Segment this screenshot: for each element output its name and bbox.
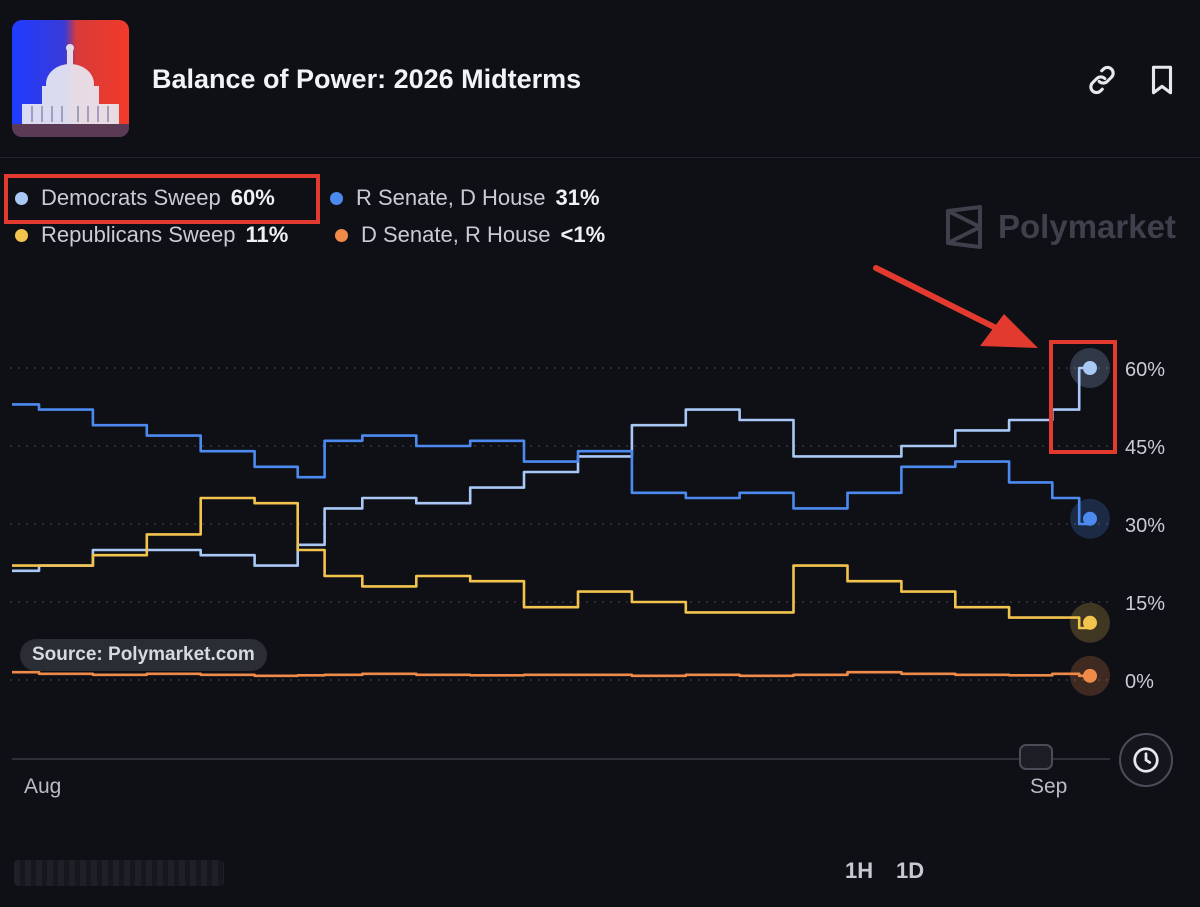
series-line-r-senate-d-house [12,403,1090,526]
header-divider [0,157,1200,158]
legend-dot [15,191,28,205]
legend-republicans-sweep: Republicans Sweep 11% [15,222,288,248]
y-tick-label: 30% [1125,515,1165,537]
page-title: Balance of Power: 2026 Midterms [152,64,582,94]
y-tick-label: 0% [1125,671,1154,693]
series-line-republicans-sweep [12,496,1090,630]
source-label: Source: Polymarket.com [20,639,267,671]
series-line-democrats-sweep [12,366,1090,573]
annotation-arrow-head [980,314,1038,348]
annotation-arrow-shaft [873,265,1013,338]
market-thumbnail [12,20,129,137]
bookmark-icon[interactable] [1145,63,1179,97]
legend-dot [15,228,28,242]
history-button[interactable] [1119,733,1173,787]
blurred-info [14,860,224,886]
highlight-box-endpoint [1049,340,1117,454]
x-tick-label: Aug [24,775,62,798]
x-tick-label: Sep [1030,775,1068,798]
endpoint-dot [1083,668,1097,683]
link-icon[interactable] [1085,63,1119,97]
legend-d-senate-r-house: D Senate, R House <1% [335,222,605,248]
legend-r-senate-d-house: R Senate, D House 31% [330,185,600,211]
highlight-box-legend [4,174,320,224]
clock-icon [1133,747,1159,773]
range-1d-button[interactable]: 1D [896,858,925,883]
legend-dot [330,191,343,205]
endpoint-dot [1083,615,1097,630]
polymarket-logo: Polymarket [944,205,1176,249]
y-tick-label: 15% [1125,593,1165,615]
endpoint-dot [1083,361,1097,375]
legend-dot [335,228,348,242]
range-1h-button[interactable]: 1H [845,858,874,883]
y-tick-label: 45% [1125,437,1165,459]
legend-democrats-sweep: Democrats Sweep 60% [15,185,275,211]
series-line-d-senate-r-house [12,670,1090,678]
y-tick-label: 60% [1125,359,1165,381]
line-chart: 60% 45% 30% 15% 0% [10,265,1165,770]
timeline-handle[interactable] [1019,744,1053,770]
endpoint-dot [1083,511,1097,526]
